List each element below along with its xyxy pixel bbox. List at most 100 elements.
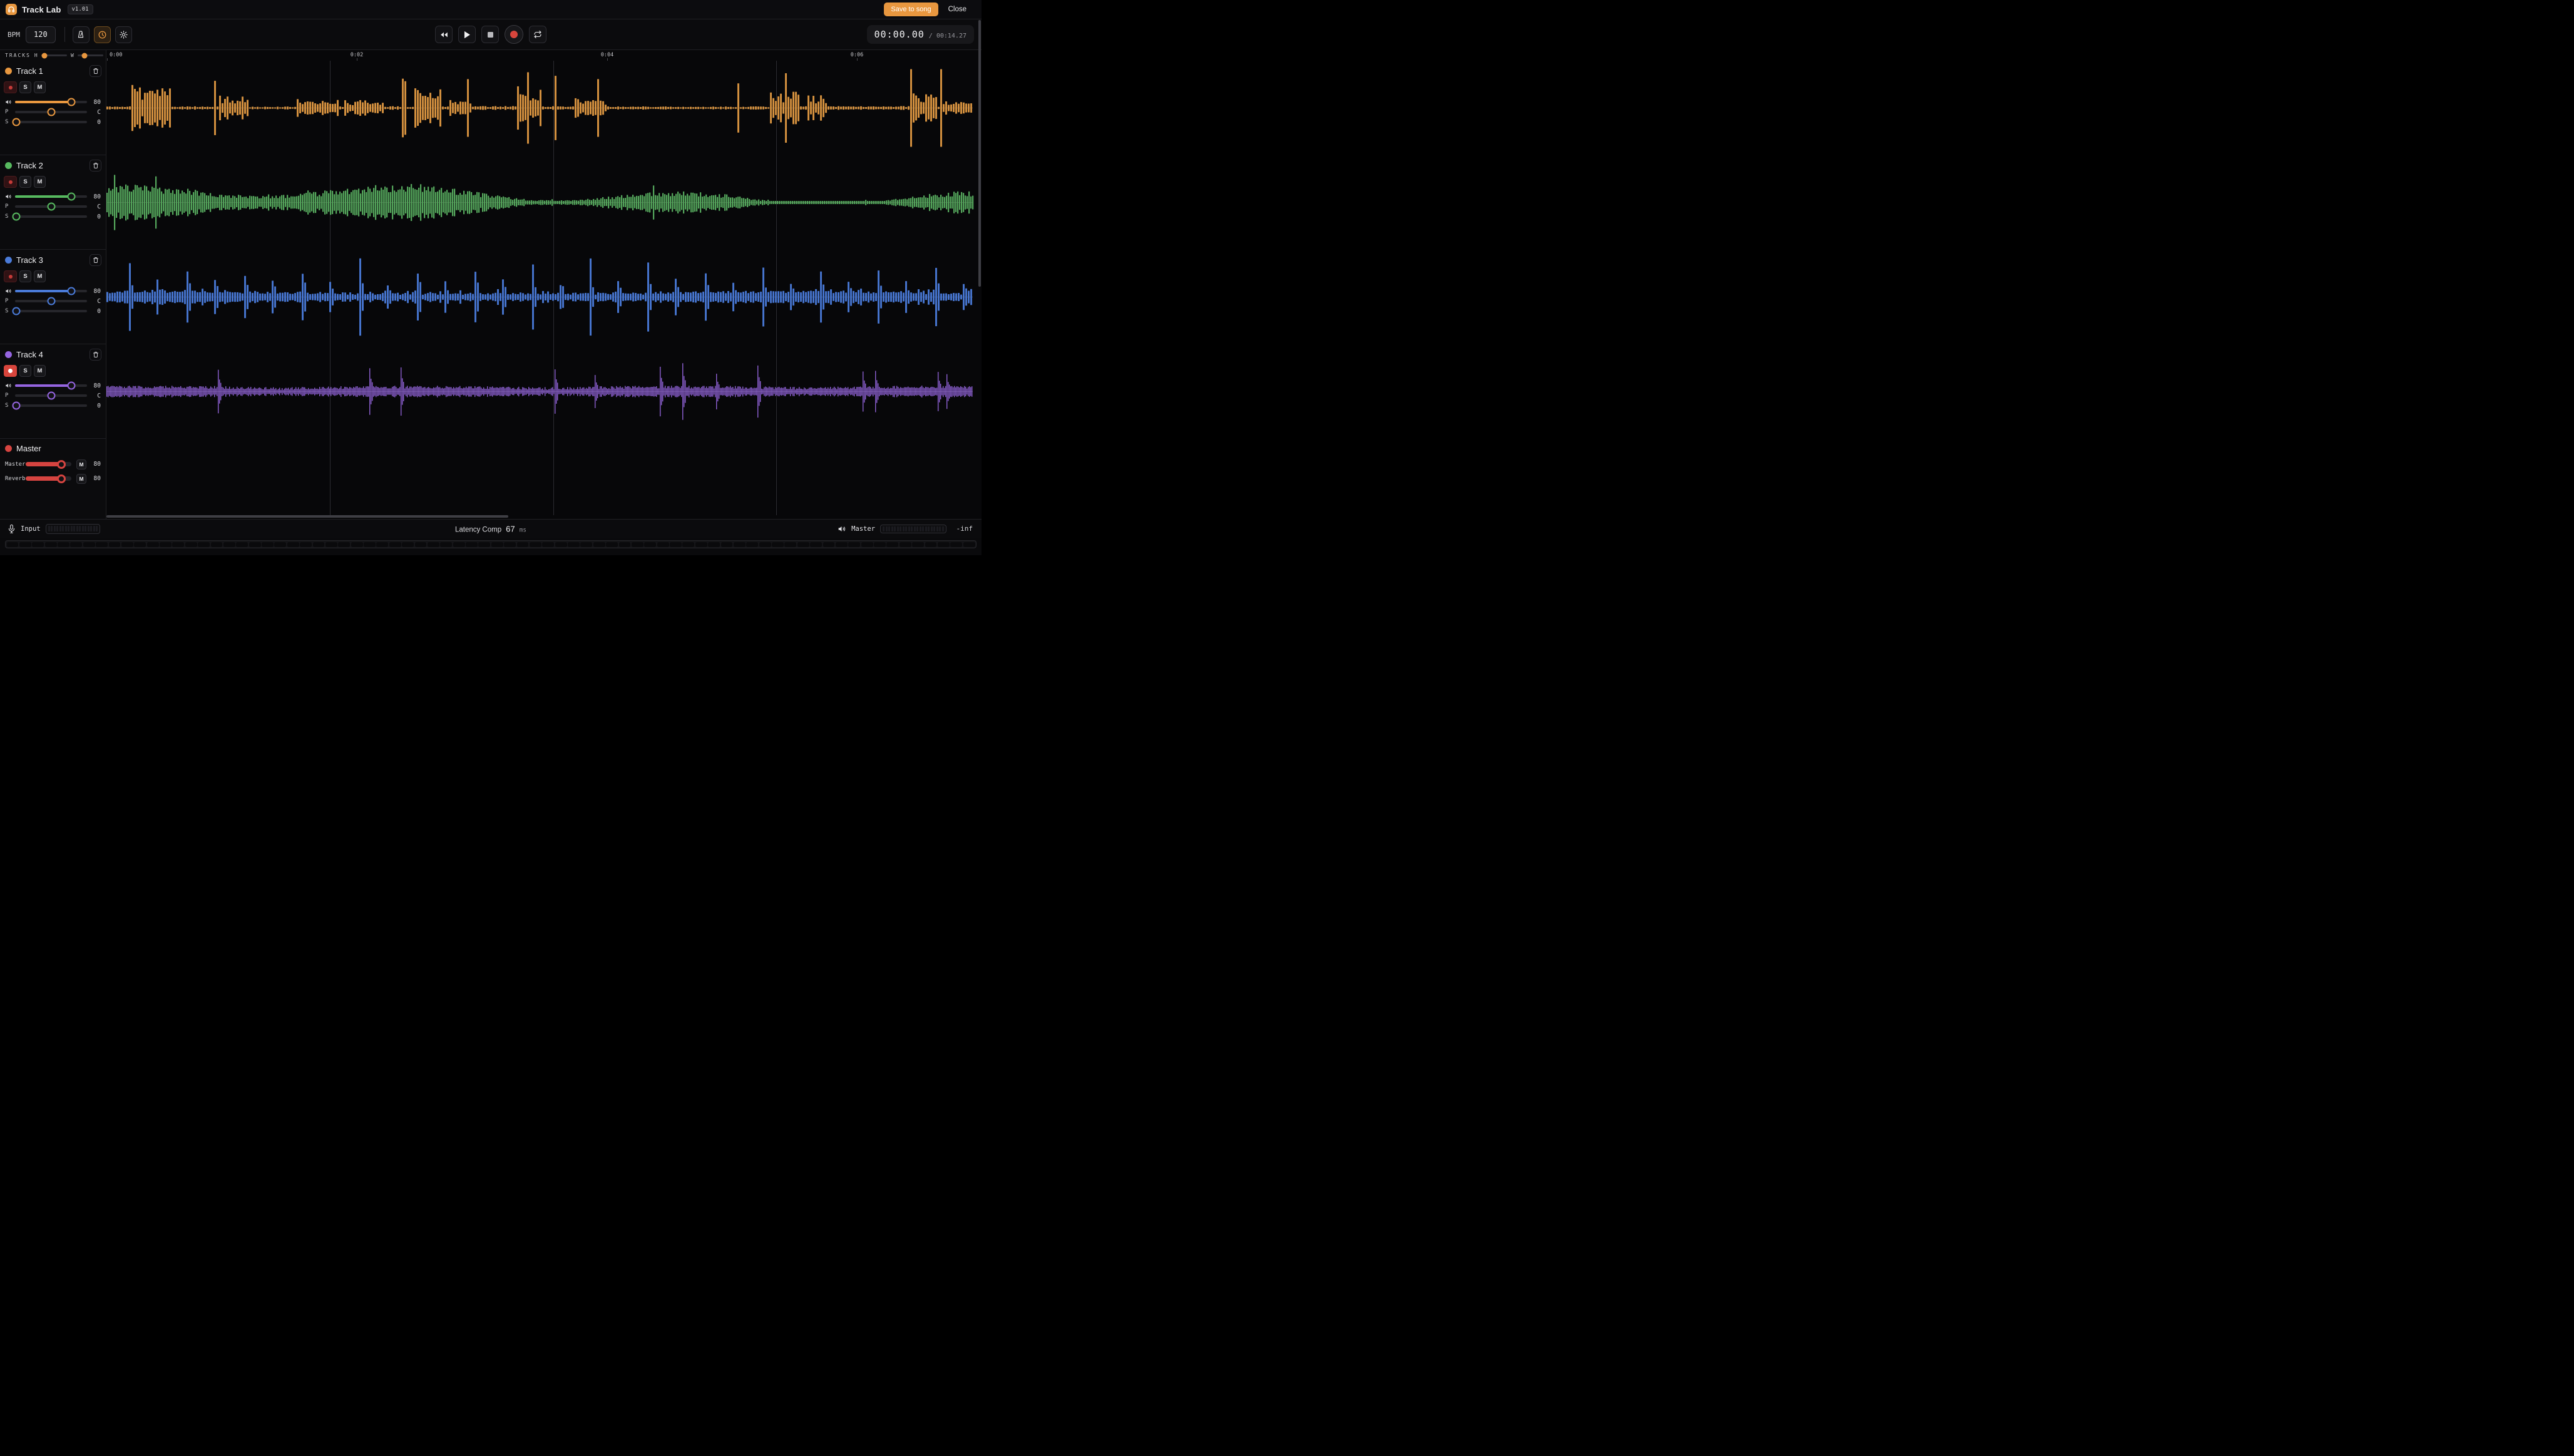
track-width-slider-thumb[interactable] bbox=[81, 53, 88, 58]
solo-button[interactable]: S bbox=[19, 270, 31, 282]
delete-track-button[interactable] bbox=[90, 254, 101, 266]
pan-label: P bbox=[5, 109, 9, 115]
master-row-mute-button[interactable]: M bbox=[76, 459, 86, 469]
meter-segment bbox=[53, 526, 56, 531]
record-arm-button[interactable] bbox=[4, 81, 17, 93]
strip-segment bbox=[236, 541, 249, 547]
play-button[interactable] bbox=[458, 26, 476, 43]
track-4-waveform[interactable] bbox=[106, 344, 982, 439]
master-color-dot bbox=[5, 445, 12, 452]
strip-segment bbox=[555, 541, 567, 547]
loop-button[interactable] bbox=[529, 26, 546, 43]
meter-segment bbox=[70, 526, 73, 531]
rewind-button[interactable] bbox=[435, 26, 453, 43]
volume-slider[interactable] bbox=[15, 98, 87, 106]
count-in-clock-button[interactable] bbox=[93, 26, 111, 43]
track-1-waveform[interactable] bbox=[106, 61, 982, 155]
trash-icon bbox=[93, 163, 98, 168]
strip-segment bbox=[146, 541, 159, 547]
track-height-slider-thumb[interactable] bbox=[41, 53, 48, 58]
send-slider[interactable] bbox=[12, 307, 87, 315]
volume-slider[interactable] bbox=[15, 192, 87, 201]
strip-segment bbox=[733, 541, 746, 547]
vertical-scrollbar[interactable] bbox=[978, 20, 981, 287]
volume-slider-thumb[interactable] bbox=[67, 287, 76, 295]
send-slider[interactable] bbox=[12, 401, 87, 410]
pan-slider-thumb[interactable] bbox=[47, 391, 55, 400]
master-row-slider-thumb[interactable] bbox=[56, 474, 66, 483]
ruler-label: 0:02 bbox=[350, 52, 364, 58]
meter-segment bbox=[930, 526, 933, 531]
track-lab-app: Track Lab v1.01 Save to song Close BPM bbox=[0, 0, 982, 555]
solo-button[interactable]: S bbox=[19, 81, 31, 93]
track-color-dot bbox=[5, 68, 12, 74]
timeline-ruler: 0:00 0:02 0:04 0:06 bbox=[106, 50, 982, 61]
send-slider-thumb[interactable] bbox=[12, 212, 21, 221]
send-slider[interactable] bbox=[12, 212, 87, 221]
solo-button[interactable]: S bbox=[19, 365, 31, 377]
record-icon bbox=[510, 31, 518, 38]
delete-track-button[interactable] bbox=[90, 160, 101, 172]
track-name: Track 4 bbox=[16, 350, 43, 359]
delete-track-button[interactable] bbox=[90, 349, 101, 361]
delete-track-button[interactable] bbox=[90, 65, 101, 77]
strip-segment bbox=[835, 541, 848, 547]
mute-button[interactable]: M bbox=[34, 81, 46, 93]
strip-segment bbox=[249, 541, 261, 547]
pan-slider[interactable] bbox=[15, 391, 87, 400]
settings-button[interactable] bbox=[115, 26, 132, 43]
bpm-input[interactable] bbox=[25, 26, 56, 43]
master-row-mute-button[interactable]: M bbox=[76, 473, 86, 484]
stop-button[interactable] bbox=[481, 26, 499, 43]
pan-value: C bbox=[97, 108, 101, 116]
meter-segment bbox=[896, 526, 899, 531]
record-arm-button[interactable] bbox=[4, 270, 17, 282]
record-button[interactable] bbox=[505, 25, 523, 44]
meter-segment bbox=[936, 526, 938, 531]
meter-segment bbox=[85, 526, 87, 531]
pan-slider[interactable] bbox=[15, 297, 87, 305]
strip-segment bbox=[58, 541, 69, 547]
meter-segment bbox=[64, 526, 67, 531]
send-slider-thumb[interactable] bbox=[12, 118, 21, 126]
record-arm-button[interactable] bbox=[4, 176, 17, 188]
meter-segment bbox=[87, 526, 90, 531]
save-to-song-button[interactable]: Save to song bbox=[884, 3, 938, 16]
pan-slider-thumb[interactable] bbox=[47, 297, 55, 305]
master-row-slider[interactable] bbox=[26, 459, 71, 469]
track-width-slider[interactable] bbox=[77, 53, 103, 58]
volume-slider-thumb[interactable] bbox=[67, 98, 76, 106]
send-slider[interactable] bbox=[12, 118, 87, 126]
mute-button[interactable]: M bbox=[34, 176, 46, 188]
track-height-slider[interactable] bbox=[41, 53, 67, 58]
horizontal-scrollbar[interactable] bbox=[106, 515, 508, 518]
send-slider-thumb[interactable] bbox=[12, 401, 21, 410]
close-button[interactable]: Close bbox=[948, 6, 967, 13]
send-slider-thumb[interactable] bbox=[12, 307, 21, 315]
metronome-button[interactable] bbox=[72, 26, 90, 43]
track-2-waveform[interactable] bbox=[106, 155, 982, 250]
volume-slider-thumb[interactable] bbox=[67, 192, 76, 201]
pan-slider-thumb[interactable] bbox=[47, 202, 55, 211]
mute-button[interactable]: M bbox=[34, 270, 46, 282]
volume-slider[interactable] bbox=[15, 381, 87, 390]
master-row-slider-thumb[interactable] bbox=[56, 459, 66, 469]
ruler-label: 0:04 bbox=[600, 52, 614, 58]
solo-button[interactable]: S bbox=[19, 176, 31, 188]
play-icon bbox=[464, 31, 470, 38]
volume-value: 80 bbox=[93, 287, 101, 295]
pan-slider[interactable] bbox=[15, 108, 87, 116]
volume-slider-thumb[interactable] bbox=[67, 381, 76, 390]
pan-slider[interactable] bbox=[15, 202, 87, 211]
strip-segment bbox=[568, 541, 580, 547]
strip-segment bbox=[364, 541, 376, 547]
pan-value: C bbox=[97, 392, 101, 399]
pan-slider-thumb[interactable] bbox=[47, 108, 55, 116]
rewind-icon bbox=[440, 32, 448, 37]
record-arm-button[interactable] bbox=[4, 365, 17, 377]
track-3-waveform[interactable] bbox=[106, 250, 982, 344]
volume-slider[interactable] bbox=[15, 287, 87, 295]
meter-segment bbox=[902, 526, 905, 531]
mute-button[interactable]: M bbox=[34, 365, 46, 377]
master-row-slider[interactable] bbox=[26, 474, 71, 483]
